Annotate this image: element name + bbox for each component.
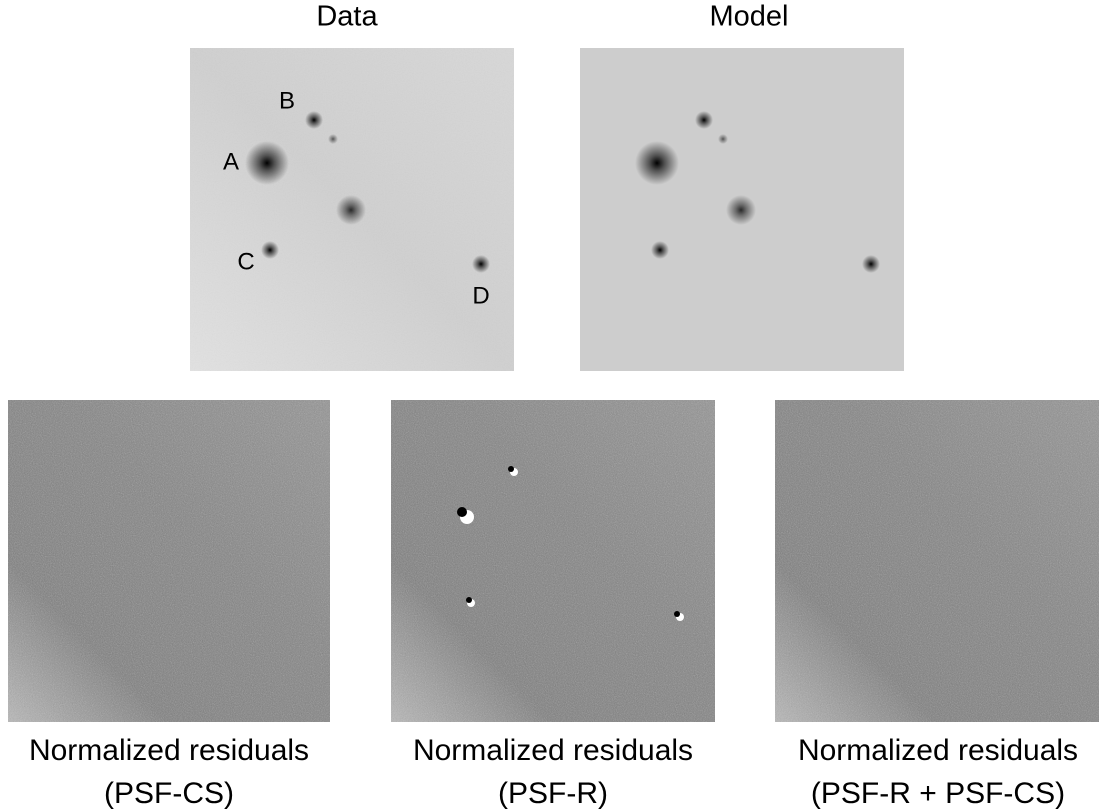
caption: (PSF-R) bbox=[498, 777, 608, 810]
residual-panel bbox=[8, 400, 330, 722]
data-panel: Data A B C D bbox=[190, 1, 514, 371]
residual-panel bbox=[775, 400, 1099, 722]
figure: Data A B C D Model Normalized residuals … bbox=[0, 0, 1108, 812]
caption: (PSF-CS) bbox=[104, 777, 234, 810]
panel-title: Model bbox=[710, 1, 789, 33]
panel-title: Data bbox=[316, 1, 378, 33]
star-label: C bbox=[237, 248, 254, 275]
caption: Normalized residuals bbox=[413, 734, 693, 767]
star-label: B bbox=[279, 87, 295, 114]
model-panel: Model bbox=[580, 1, 904, 371]
caption: (PSF-R + PSF-CS) bbox=[811, 777, 1065, 810]
star-label: A bbox=[223, 148, 239, 175]
caption: Normalized residuals bbox=[798, 734, 1078, 767]
residual-panel bbox=[391, 400, 715, 722]
caption: Normalized residuals bbox=[29, 734, 309, 767]
star-label: D bbox=[472, 282, 489, 309]
